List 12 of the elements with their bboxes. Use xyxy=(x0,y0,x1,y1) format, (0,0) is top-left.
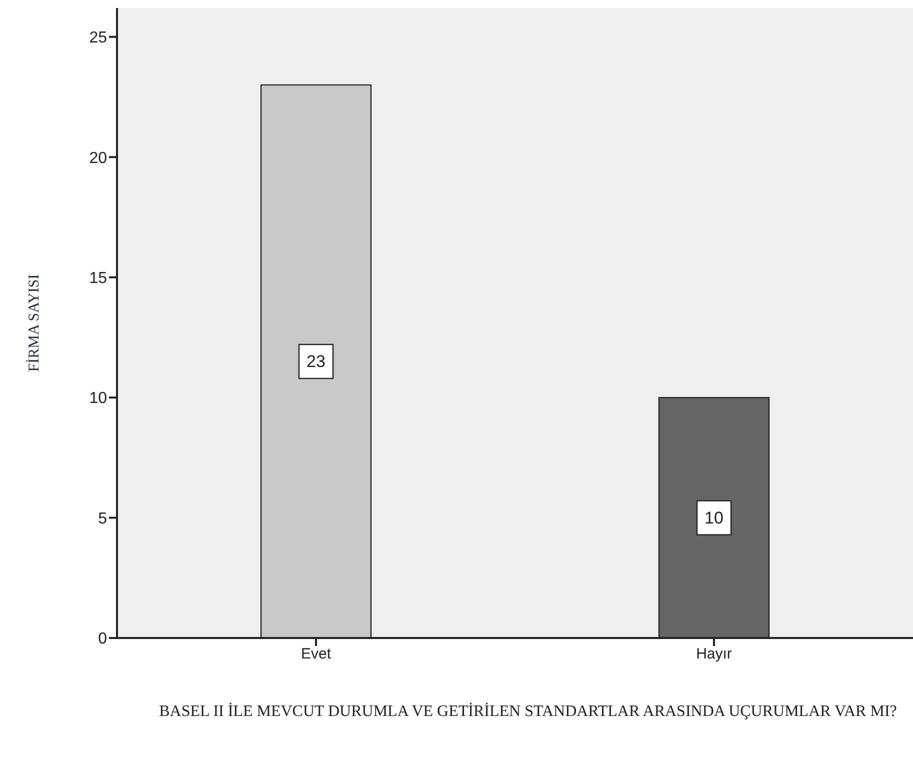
x-tick-label: Hayır xyxy=(696,646,732,663)
data-label: 10 xyxy=(704,508,724,528)
y-axis-title: FİRMA SAYISI xyxy=(25,274,42,372)
data-label: 23 xyxy=(306,352,326,371)
y-tick-label: 25 xyxy=(89,30,108,47)
y-tick-label: 10 xyxy=(89,390,108,408)
y-tick-label: 20 xyxy=(89,150,108,167)
y-tick-label: 5 xyxy=(98,510,108,528)
x-axis-title: BASEL II İLE MEVCUT DURUMLA VE GETİRİLEN STANDARTLAR ARASINDA UÇURUMLAR VAR MI? xyxy=(158,702,898,722)
y-tick-label: 15 xyxy=(89,270,108,287)
x-tick-label: Evet xyxy=(300,646,332,663)
y-tick-label: 0 xyxy=(98,630,108,648)
